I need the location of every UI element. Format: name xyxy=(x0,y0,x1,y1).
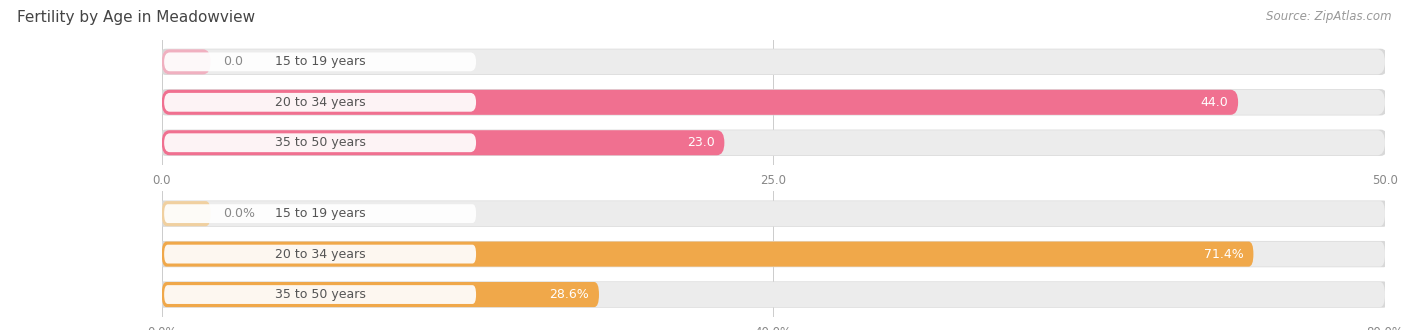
FancyBboxPatch shape xyxy=(165,285,477,304)
FancyBboxPatch shape xyxy=(165,204,477,223)
Text: 15 to 19 years: 15 to 19 years xyxy=(274,55,366,68)
FancyBboxPatch shape xyxy=(162,201,211,226)
Text: 28.6%: 28.6% xyxy=(550,288,589,301)
FancyBboxPatch shape xyxy=(162,201,1385,226)
FancyBboxPatch shape xyxy=(162,90,1385,115)
FancyBboxPatch shape xyxy=(162,90,1239,115)
Text: Source: ZipAtlas.com: Source: ZipAtlas.com xyxy=(1267,10,1392,23)
Text: 0.0: 0.0 xyxy=(222,55,243,68)
FancyBboxPatch shape xyxy=(157,241,1389,267)
FancyBboxPatch shape xyxy=(162,130,724,155)
FancyBboxPatch shape xyxy=(157,281,1389,308)
FancyBboxPatch shape xyxy=(162,242,1385,267)
FancyBboxPatch shape xyxy=(162,282,599,307)
FancyBboxPatch shape xyxy=(162,282,1385,307)
FancyBboxPatch shape xyxy=(157,130,1389,156)
Text: 20 to 34 years: 20 to 34 years xyxy=(274,96,366,109)
FancyBboxPatch shape xyxy=(157,201,1389,227)
FancyBboxPatch shape xyxy=(157,89,1389,116)
Text: 20 to 34 years: 20 to 34 years xyxy=(274,248,366,261)
Text: 0.0%: 0.0% xyxy=(222,207,254,220)
Text: 71.4%: 71.4% xyxy=(1204,248,1244,261)
Text: 35 to 50 years: 35 to 50 years xyxy=(274,136,366,149)
FancyBboxPatch shape xyxy=(165,52,477,71)
FancyBboxPatch shape xyxy=(162,49,211,74)
FancyBboxPatch shape xyxy=(165,245,477,263)
FancyBboxPatch shape xyxy=(157,49,1389,75)
Text: 23.0: 23.0 xyxy=(688,136,714,149)
FancyBboxPatch shape xyxy=(162,242,1253,267)
Text: 35 to 50 years: 35 to 50 years xyxy=(274,288,366,301)
FancyBboxPatch shape xyxy=(162,130,1385,155)
Text: Fertility by Age in Meadowview: Fertility by Age in Meadowview xyxy=(17,10,254,25)
Text: 44.0: 44.0 xyxy=(1201,96,1229,109)
FancyBboxPatch shape xyxy=(165,133,477,152)
FancyBboxPatch shape xyxy=(162,49,1385,74)
FancyBboxPatch shape xyxy=(165,93,477,112)
Text: 15 to 19 years: 15 to 19 years xyxy=(274,207,366,220)
